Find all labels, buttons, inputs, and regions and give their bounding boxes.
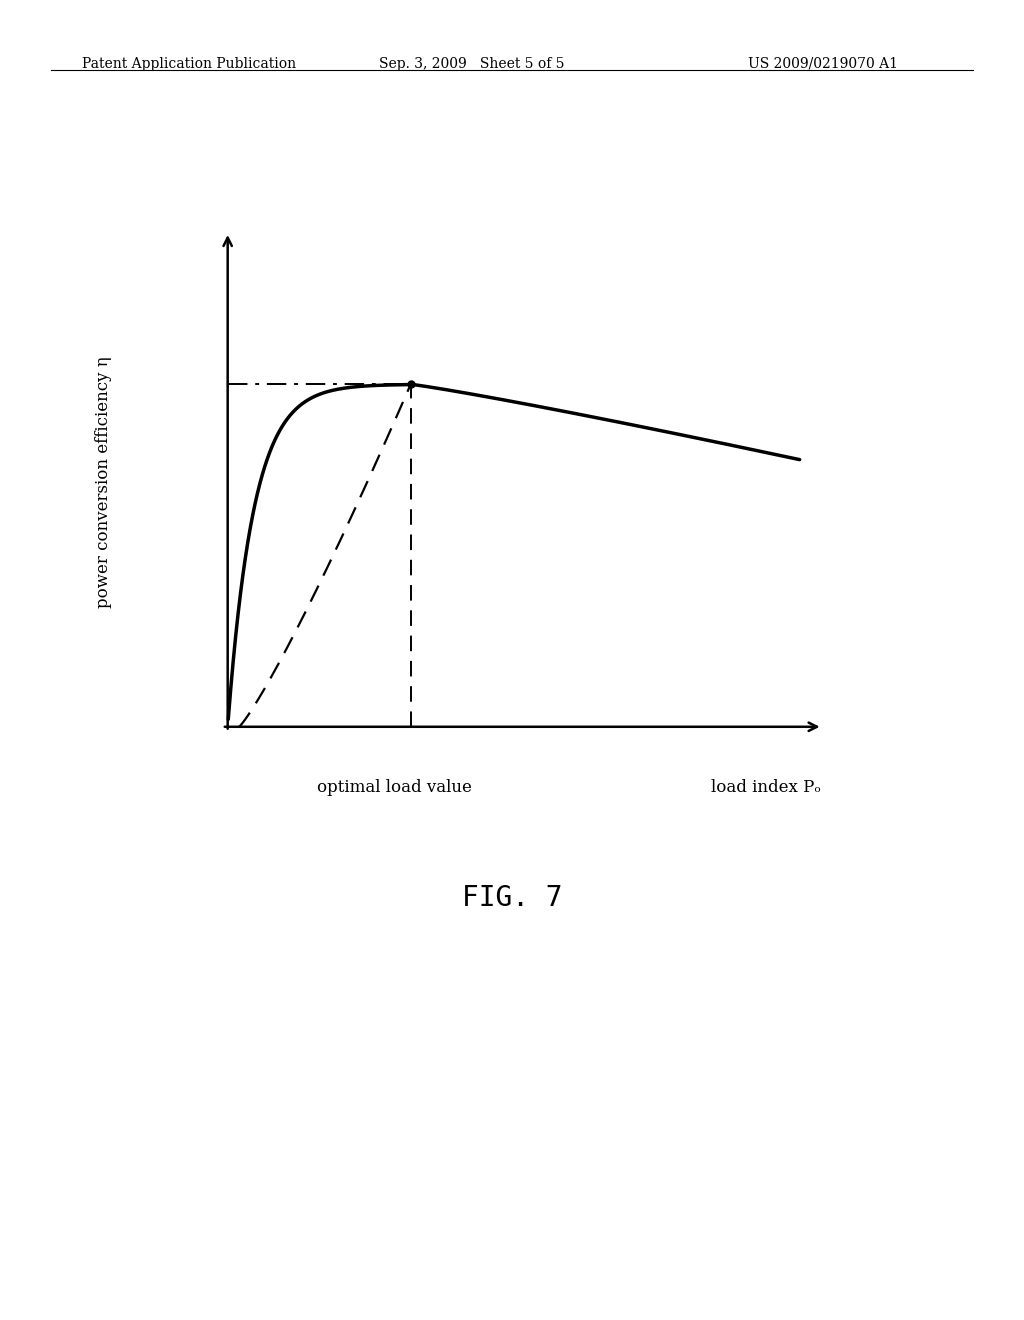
- Text: optimal load value: optimal load value: [317, 779, 472, 796]
- Text: Patent Application Publication: Patent Application Publication: [82, 57, 296, 71]
- Text: US 2009/0219070 A1: US 2009/0219070 A1: [748, 57, 897, 71]
- Text: Sep. 3, 2009   Sheet 5 of 5: Sep. 3, 2009 Sheet 5 of 5: [379, 57, 564, 71]
- Text: power conversion efficiency η: power conversion efficiency η: [94, 356, 112, 607]
- Text: FIG. 7: FIG. 7: [462, 883, 562, 912]
- Text: load index Pₒ: load index Pₒ: [711, 779, 820, 796]
